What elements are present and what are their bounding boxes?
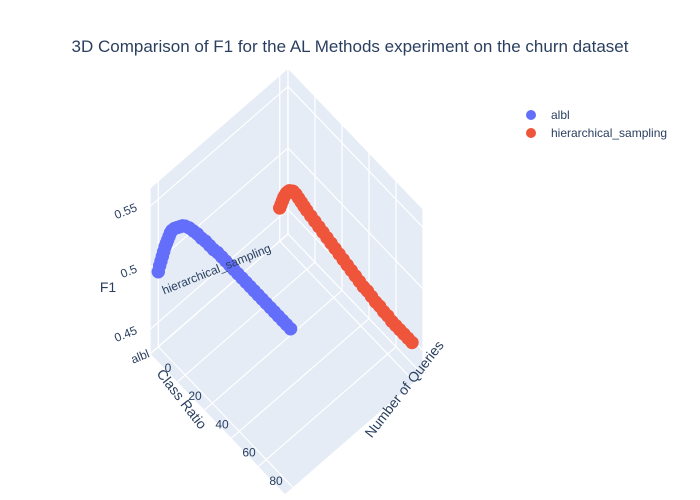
markers [151,184,419,350]
legend: albl hierarchical_sampling [526,108,667,140]
x-gridline [149,233,289,355]
z-gridline [287,86,424,228]
x-gridline [257,346,397,468]
gridlines [149,68,424,489]
z-gridline [149,208,289,330]
legend-label-hierarchical_sampling[interactable]: hierarchical_sampling [551,126,667,140]
x-gridline [230,318,370,440]
z-axis-title: F1 [100,279,117,295]
legend-label-albl[interactable]: albl [551,108,570,122]
x-gridline [176,261,316,383]
z-tick-label: 0.45 [112,323,139,345]
y-gridline [279,240,416,383]
z-tick-label: 0.5 [118,262,139,281]
marker-hierarchical_sampling [405,335,419,350]
x-gridline [203,289,343,411]
x-tick-label: 20 [188,389,202,403]
y-gridline [157,346,294,489]
x-tick-label: 80 [269,474,283,488]
x-tick-label: 40 [215,417,229,431]
x-tick-label: 60 [242,446,256,460]
marker-albl [283,322,298,336]
legend-marker-hierarchical_sampling [526,128,536,138]
scene-3d: 0.450.50.55alblhierarchical_sampling0204… [100,66,447,496]
chart-title: 3D Comparison of F1 for the AL Methods e… [72,37,629,56]
x-tick-label: 0 [165,361,172,375]
y-tick-label: albl [129,347,152,367]
z-tick-label: 0.55 [112,200,139,222]
z-gridline [287,147,424,290]
legend-marker-albl [526,110,536,120]
z-gridline [149,85,289,207]
z-gridline [149,147,289,269]
